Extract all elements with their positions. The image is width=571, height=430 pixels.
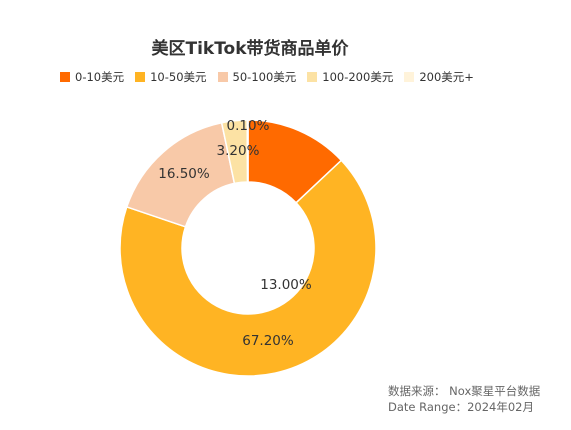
chart-title: 美区TikTok带货商品单价: [151, 39, 349, 59]
source-line: 数据来源： Nox聚星平台数据: [388, 384, 541, 398]
data-label-4: 0.10%: [227, 118, 270, 134]
legend-item-4[interactable]: 200美元+: [404, 69, 474, 85]
legend-label: 0-10美元: [75, 70, 125, 84]
legend-label: 50-100美元: [232, 70, 297, 84]
data-label-0: 13.00%: [260, 277, 312, 293]
chart-legend: 0-10美元 10-50美元 50-100美元 100-200美元 200美元+: [60, 69, 485, 85]
source-note: 数据来源： Nox聚星平台数据 Date Range：2024年02月: [388, 383, 540, 415]
date-range-line: Date Range：2024年02月: [388, 400, 534, 414]
legend-label: 100-200美元: [322, 70, 394, 84]
donut-data-labels: 13.00% 67.20% 16.50% 3.20% 0.10%: [158, 118, 312, 349]
legend-label: 200美元+: [419, 70, 474, 84]
data-label-3: 3.20%: [217, 143, 260, 159]
legend-item-1[interactable]: 10-50美元: [135, 69, 207, 85]
legend-item-3[interactable]: 100-200美元: [307, 69, 393, 85]
data-label-2: 16.50%: [158, 166, 210, 182]
legend-item-0[interactable]: 0-10美元: [60, 69, 124, 85]
legend-swatch: [60, 72, 70, 82]
donut-slice-4[interactable]: [246, 119, 249, 183]
legend-swatch: [217, 72, 228, 82]
donut-slice-1[interactable]: [119, 159, 377, 377]
legend-label: 10-50美元: [150, 70, 207, 84]
legend-swatch: [135, 72, 146, 82]
data-label-1: 67.20%: [242, 333, 294, 349]
legend-swatch: [404, 72, 415, 82]
legend-swatch: [307, 72, 318, 82]
legend-item-2[interactable]: 50-100美元: [217, 69, 297, 85]
donut-slices: [119, 119, 377, 377]
